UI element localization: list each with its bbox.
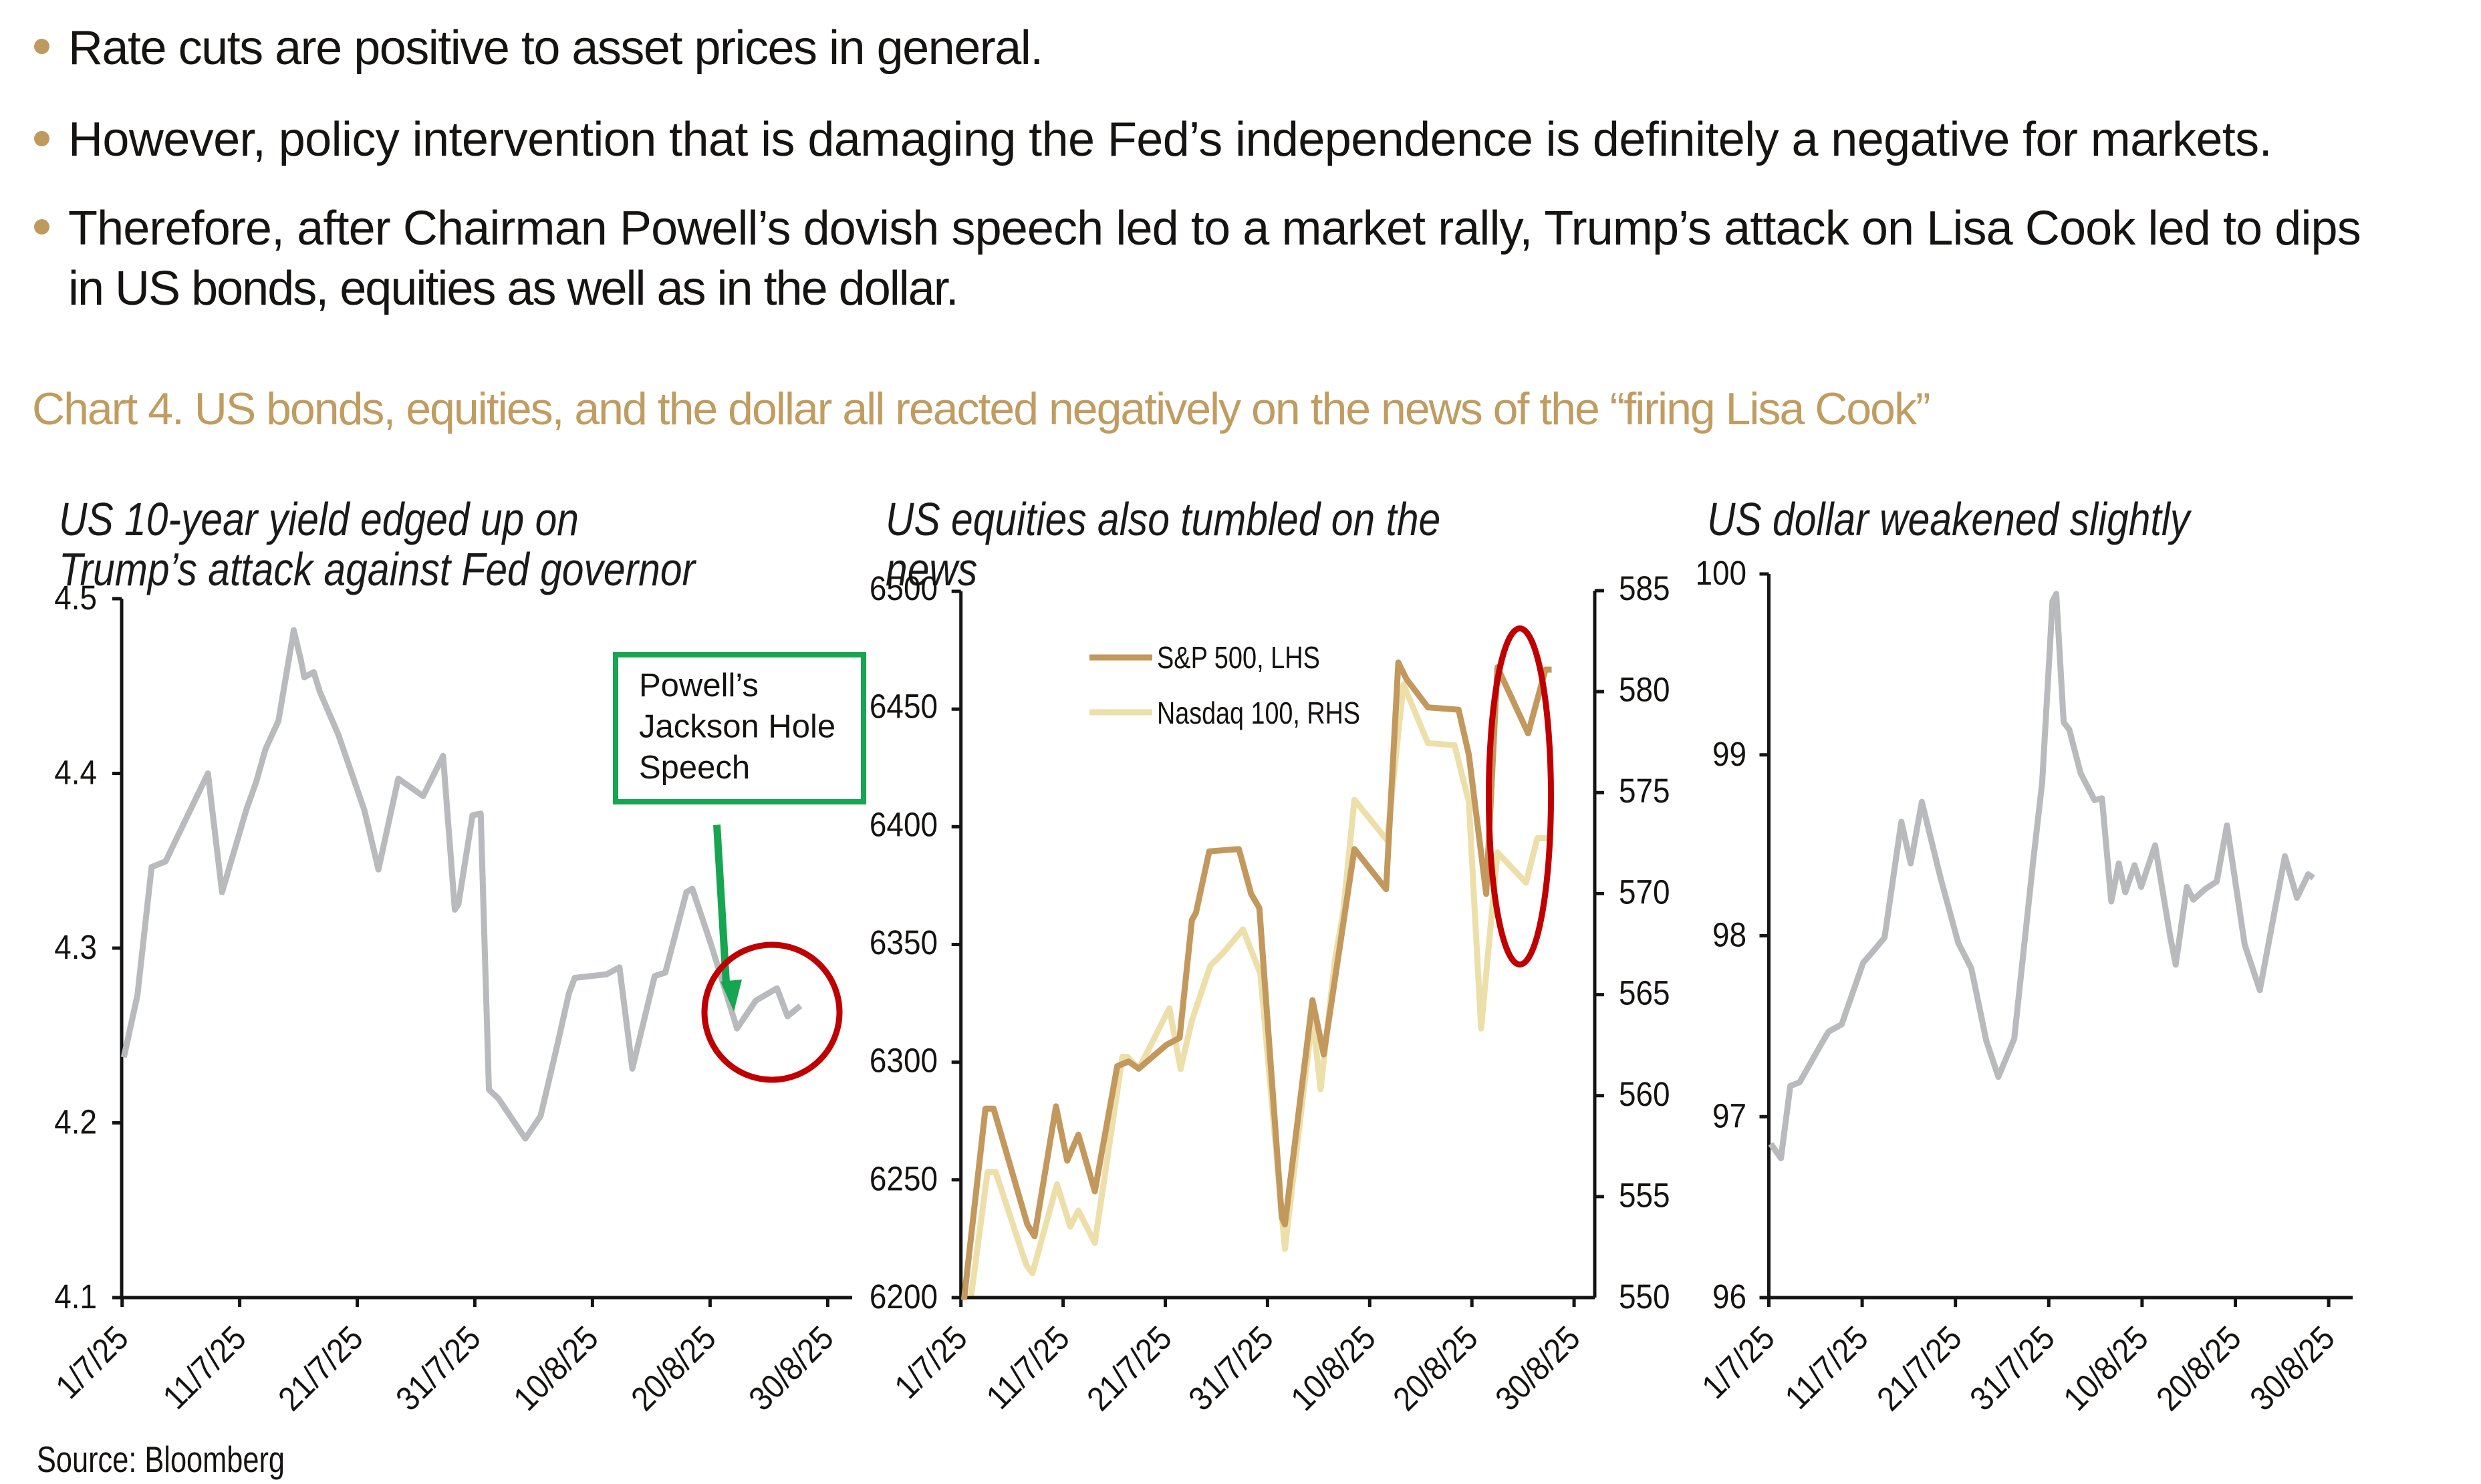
svg-text:31/7/25: 31/7/25 (389, 1319, 488, 1418)
svg-text:S&P 500, LHS: S&P 500, LHS (1157, 640, 1320, 675)
svg-text:6200: 6200 (870, 1278, 938, 1316)
svg-text:560: 560 (1619, 1076, 1670, 1114)
svg-text:Powell’s: Powell’s (639, 667, 759, 704)
svg-text:11/7/25: 11/7/25 (979, 1319, 1077, 1417)
svg-text:11/7/25: 11/7/25 (156, 1319, 253, 1417)
svg-text:30/8/25: 30/8/25 (1488, 1319, 1587, 1418)
svg-text:6500: 6500 (870, 570, 938, 608)
svg-text:565: 565 (1619, 974, 1670, 1012)
svg-text:20/8/25: 20/8/25 (1386, 1319, 1485, 1418)
svg-text:4.4: 4.4 (54, 754, 97, 792)
svg-text:570: 570 (1619, 873, 1670, 911)
svg-text:4.3: 4.3 (54, 929, 97, 967)
svg-text:6450: 6450 (870, 688, 938, 726)
svg-text:6250: 6250 (870, 1160, 938, 1198)
svg-text:1/7/25: 1/7/25 (49, 1319, 136, 1406)
svg-text:96: 96 (1712, 1278, 1746, 1316)
svg-text:6400: 6400 (870, 806, 938, 844)
svg-text:99: 99 (1712, 736, 1746, 774)
svg-text:10/8/25: 10/8/25 (1284, 1319, 1383, 1418)
svg-text:98: 98 (1712, 916, 1746, 954)
svg-text:1/7/25: 1/7/25 (1695, 1319, 1782, 1406)
svg-text:580: 580 (1619, 671, 1670, 709)
svg-text:1/7/25: 1/7/25 (888, 1319, 974, 1406)
svg-text:30/8/25: 30/8/25 (742, 1319, 841, 1418)
svg-text:20/8/25: 20/8/25 (624, 1319, 723, 1418)
svg-text:10/8/25: 10/8/25 (507, 1319, 606, 1418)
svg-text:6350: 6350 (870, 924, 938, 962)
svg-text:550: 550 (1619, 1278, 1670, 1316)
svg-text:31/7/25: 31/7/25 (1963, 1319, 2062, 1418)
svg-text:11/7/25: 11/7/25 (1778, 1319, 1875, 1417)
svg-text:4.2: 4.2 (54, 1103, 97, 1141)
svg-text:30/8/25: 30/8/25 (2243, 1319, 2342, 1418)
svg-text:10/8/25: 10/8/25 (2057, 1319, 2156, 1418)
svg-text:6300: 6300 (870, 1042, 938, 1080)
svg-text:555: 555 (1619, 1177, 1670, 1215)
svg-text:21/7/25: 21/7/25 (1080, 1319, 1179, 1418)
svg-text:100: 100 (1695, 555, 1746, 593)
svg-text:575: 575 (1619, 772, 1670, 810)
svg-text:21/7/25: 21/7/25 (1870, 1319, 1969, 1418)
svg-text:4.5: 4.5 (54, 579, 97, 617)
svg-text:4.1: 4.1 (54, 1278, 97, 1316)
svg-text:21/7/25: 21/7/25 (271, 1319, 370, 1418)
svg-text:31/7/25: 31/7/25 (1182, 1319, 1281, 1418)
svg-text:Speech: Speech (639, 750, 750, 786)
svg-text:20/8/25: 20/8/25 (2149, 1319, 2248, 1418)
svg-text:Jackson Hole: Jackson Hole (639, 709, 835, 745)
svg-text:Nasdaq 100, RHS: Nasdaq 100, RHS (1157, 696, 1360, 730)
svg-text:585: 585 (1619, 570, 1670, 608)
svg-text:97: 97 (1712, 1097, 1746, 1135)
svg-text:Source: Bloomberg: Source: Bloomberg (37, 1439, 285, 1480)
